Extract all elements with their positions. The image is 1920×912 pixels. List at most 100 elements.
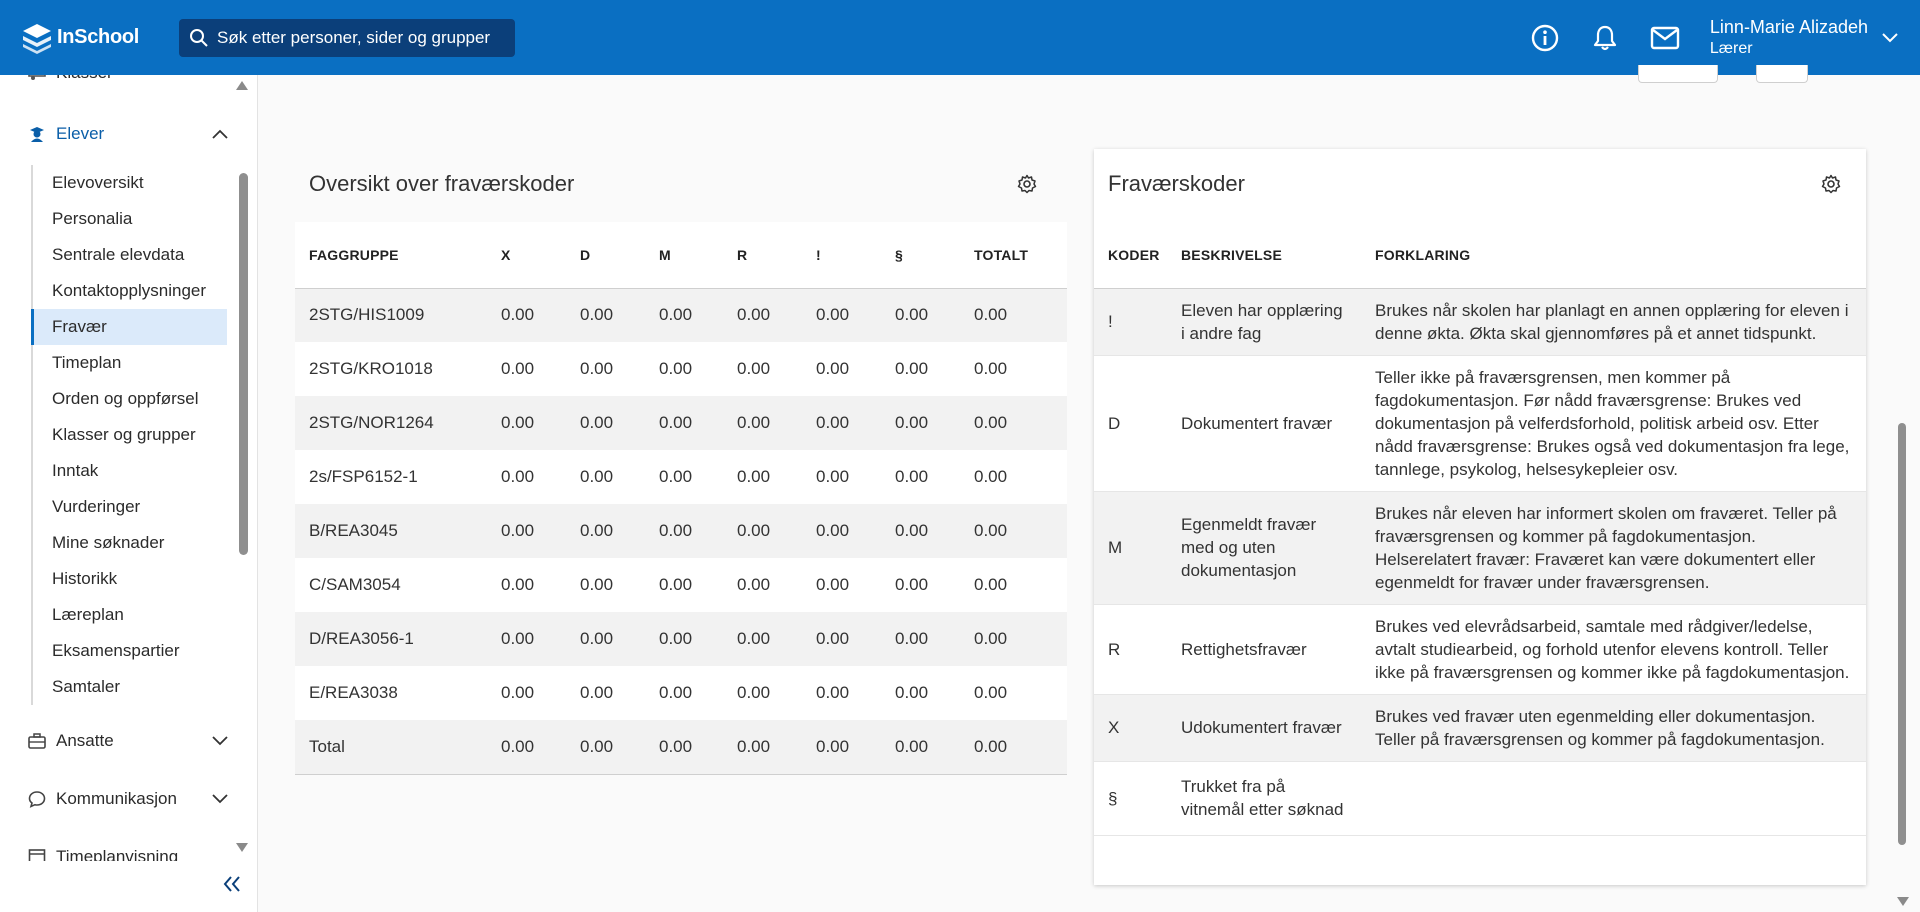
value-cell: 0.00: [659, 413, 693, 432]
value-cell: 0.00: [974, 683, 1008, 702]
sidebar-item-vurderinger[interactable]: Vurderinger: [52, 497, 141, 516]
code-cell: M: [1108, 538, 1123, 557]
value-cell: 0.00: [580, 359, 614, 378]
card-title: Fraværskoder: [1108, 171, 1245, 196]
sidebar-item-orden-og-oppforsel[interactable]: Orden og oppførsel: [52, 389, 199, 408]
explanation-cell: Teller ikke på fraværsgrensen, men komme…: [1375, 367, 1850, 479]
value-cell: 0.00: [974, 359, 1008, 378]
value-cell: 0.00: [501, 413, 535, 432]
column-header[interactable]: !: [816, 246, 821, 263]
collapse-sidebar-button[interactable]: [222, 875, 242, 898]
value-cell: 0.00: [895, 683, 929, 702]
nav-section-label: Klasser: [56, 75, 113, 83]
value-cell: 0.00: [974, 305, 1008, 325]
bell-icon: [1593, 25, 1617, 50]
search-box[interactable]: [179, 18, 515, 57]
scrollbar-thumb[interactable]: [239, 173, 248, 555]
value-cell: 0.00: [580, 521, 614, 540]
value-cell: 0.00: [501, 359, 535, 378]
sidebar-item-inntak[interactable]: Inntak: [52, 461, 99, 480]
scroll-down-arrow[interactable]: [1897, 897, 1909, 906]
scroll-up-arrow[interactable]: [236, 81, 248, 90]
mail-icon: [1650, 26, 1680, 49]
nav-section-kommunikasjon[interactable]: Kommunikasjon: [28, 789, 228, 809]
column-header[interactable]: FAGGRUPPE: [309, 246, 399, 263]
value-cell: 0.00: [580, 736, 614, 756]
sidebar-item-mine-soknader[interactable]: Mine søknader: [52, 533, 165, 552]
nav-section-timeplanvisning[interactable]: Timeplanvisning: [28, 847, 218, 861]
notifications-button[interactable]: [1590, 23, 1620, 53]
value-cell: 0.00: [737, 736, 771, 756]
sidebar-item-elevoversikt[interactable]: Elevoversikt: [52, 173, 144, 192]
user-role: Lærer: [1709, 39, 1753, 57]
description-cell: Trukket fra på vitnemål etter søknad: [1181, 777, 1344, 819]
nav-section-ansatte[interactable]: Ansatte: [28, 731, 228, 751]
sidebar-scrollbar[interactable]: [236, 75, 253, 855]
value-cell: 0.00: [974, 413, 1008, 432]
value-cell: 0.00: [895, 467, 929, 486]
value-cell: 0.00: [580, 629, 614, 648]
chevron-up-icon: [212, 129, 228, 139]
subject-group-cell: Total: [309, 736, 345, 756]
sidebar-item-timeplan[interactable]: Timeplan: [52, 353, 122, 372]
column-header[interactable]: §: [895, 246, 903, 263]
nav-section-elever[interactable]: Elever: [28, 124, 228, 144]
column-header[interactable]: TOTALT: [974, 246, 1029, 263]
column-header[interactable]: X: [501, 246, 511, 263]
value-cell: 0.00: [737, 305, 771, 325]
toolbar-button-partial[interactable]: [1756, 65, 1808, 83]
column-header[interactable]: BESKRIVELSE: [1181, 246, 1282, 263]
table-header-row: KODER BESKRIVELSE FORKLARING: [1094, 222, 1866, 288]
value-cell: 0.00: [737, 683, 771, 702]
value-cell: 0.00: [816, 413, 850, 432]
column-header[interactable]: M: [659, 246, 671, 263]
subject-group-cell: 2STG/KRO1018: [309, 359, 433, 378]
code-cell: D: [1108, 413, 1121, 433]
toolbar-button-partial[interactable]: [1638, 65, 1718, 83]
logo[interactable]: InSchool: [20, 21, 155, 55]
value-cell: 0.00: [895, 359, 929, 378]
value-cell: 0.00: [659, 305, 693, 325]
column-header[interactable]: R: [737, 246, 748, 263]
scrollbar-thumb[interactable]: [1898, 423, 1906, 845]
value-cell: 0.00: [659, 359, 693, 378]
column-header[interactable]: D: [580, 246, 591, 263]
value-cell: 0.00: [737, 521, 771, 540]
value-cell: 0.00: [501, 736, 535, 756]
value-cell: 0.00: [974, 521, 1008, 540]
value-cell: 0.00: [816, 521, 850, 540]
table-row: § Trukket fra på vitnemål etter søknad: [1094, 761, 1866, 835]
nav-section-klasser[interactable]: Klasser: [28, 75, 218, 83]
sidebar-item-sentrale-elevdata[interactable]: Sentrale elevdata: [52, 245, 185, 264]
sidebar-item-kontaktopplysninger[interactable]: Kontaktopplysninger: [52, 281, 207, 300]
main-scrollbar[interactable]: [1896, 75, 1909, 912]
column-header[interactable]: FORKLARING: [1375, 246, 1471, 263]
column-header[interactable]: KODER: [1108, 246, 1160, 263]
value-cell: 0.00: [659, 575, 693, 594]
info-button[interactable]: [1530, 23, 1560, 53]
gear-icon[interactable]: [1017, 174, 1037, 194]
sidebar-item-samtaler[interactable]: Samtaler: [52, 677, 121, 696]
scroll-down-arrow[interactable]: [236, 843, 248, 852]
logo-text: InSchool: [57, 26, 140, 48]
table-row: 2STG/KRO1018 0.00 0.00 0.00 0.00 0.00 0.00 0.00: [295, 342, 1067, 396]
classes-icon: [28, 75, 46, 82]
sidebar-item-personalia[interactable]: Personalia: [52, 209, 133, 228]
description-cell: Egenmeldt fravær med og uten dokumentasj…: [1181, 515, 1317, 580]
user-menu[interactable]: Linn-Marie Alizadeh Lærer: [1710, 17, 1898, 59]
table-row: E/REA3038 0.00 0.00 0.00 0.00 0.00 0.00 0.00: [295, 666, 1067, 720]
code-cell: §: [1108, 788, 1118, 808]
sidebar-item-historikk[interactable]: Historikk: [52, 569, 118, 588]
sidebar-item-laereplan[interactable]: Læreplan: [52, 605, 124, 624]
table-row: M Egenmeldt fravær med og uten dokumentas…: [1094, 491, 1866, 604]
card-title: Oversikt over fraværskoder: [309, 171, 575, 196]
sidebar-item-klasser-og-grupper[interactable]: Klasser og grupper: [52, 425, 196, 444]
code-cell: R: [1108, 639, 1121, 659]
subject-group-cell: E/REA3038: [309, 683, 398, 702]
sidebar-item-fravaer[interactable]: Fravær: [31, 309, 227, 345]
value-cell: 0.00: [895, 521, 929, 540]
gear-icon[interactable]: [1821, 174, 1841, 194]
sidebar-item-eksamenspartier[interactable]: Eksamenspartier: [52, 641, 180, 660]
search-input[interactable]: [217, 27, 507, 48]
messages-button[interactable]: [1650, 23, 1680, 53]
